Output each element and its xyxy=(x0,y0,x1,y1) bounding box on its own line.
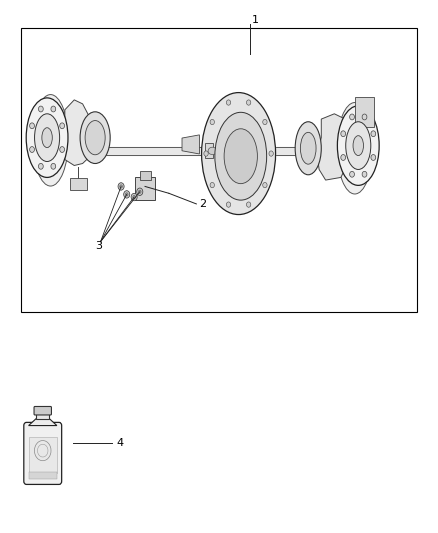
Ellipse shape xyxy=(224,129,258,184)
Circle shape xyxy=(269,151,273,156)
Circle shape xyxy=(39,164,43,169)
Ellipse shape xyxy=(205,144,220,158)
Circle shape xyxy=(60,123,64,128)
Polygon shape xyxy=(28,418,57,425)
Bar xyxy=(205,143,213,158)
Circle shape xyxy=(51,164,56,169)
Polygon shape xyxy=(65,100,91,165)
Circle shape xyxy=(133,196,135,199)
Circle shape xyxy=(226,100,231,105)
Ellipse shape xyxy=(201,93,276,215)
Ellipse shape xyxy=(35,114,60,161)
Circle shape xyxy=(118,183,124,190)
Circle shape xyxy=(30,123,35,128)
Circle shape xyxy=(247,100,251,105)
Ellipse shape xyxy=(26,98,68,177)
Ellipse shape xyxy=(346,122,371,169)
FancyBboxPatch shape xyxy=(70,178,87,190)
Circle shape xyxy=(371,131,376,136)
Circle shape xyxy=(341,155,346,160)
Ellipse shape xyxy=(42,128,52,148)
Bar xyxy=(36,413,49,418)
Circle shape xyxy=(30,147,35,152)
Circle shape xyxy=(60,147,64,152)
Circle shape xyxy=(51,106,56,112)
Bar xyxy=(28,437,57,473)
Ellipse shape xyxy=(337,102,373,194)
Bar xyxy=(21,28,417,312)
FancyBboxPatch shape xyxy=(135,177,155,200)
Circle shape xyxy=(341,131,346,136)
Ellipse shape xyxy=(33,94,68,186)
FancyBboxPatch shape xyxy=(34,407,51,415)
Ellipse shape xyxy=(353,136,364,156)
Bar xyxy=(28,472,57,479)
Circle shape xyxy=(39,106,43,112)
Circle shape xyxy=(138,190,141,193)
Circle shape xyxy=(263,182,267,188)
Text: 3: 3 xyxy=(95,241,102,252)
Circle shape xyxy=(131,193,137,201)
Circle shape xyxy=(124,191,130,198)
Circle shape xyxy=(210,182,215,188)
Polygon shape xyxy=(317,114,347,180)
Ellipse shape xyxy=(295,122,321,175)
Circle shape xyxy=(350,114,354,120)
Ellipse shape xyxy=(208,147,217,155)
Ellipse shape xyxy=(80,112,110,164)
Circle shape xyxy=(371,155,376,160)
Ellipse shape xyxy=(215,112,267,200)
Circle shape xyxy=(350,171,354,177)
Ellipse shape xyxy=(300,132,316,164)
Circle shape xyxy=(120,185,122,188)
Circle shape xyxy=(247,202,251,207)
Ellipse shape xyxy=(337,106,379,185)
Circle shape xyxy=(125,193,128,196)
Circle shape xyxy=(263,119,267,125)
FancyBboxPatch shape xyxy=(355,97,374,127)
Polygon shape xyxy=(182,135,199,154)
Circle shape xyxy=(210,119,215,125)
Ellipse shape xyxy=(85,120,105,155)
Circle shape xyxy=(204,151,208,156)
Circle shape xyxy=(226,202,231,207)
Text: 1: 1 xyxy=(252,15,259,25)
FancyBboxPatch shape xyxy=(140,171,151,180)
Text: 4: 4 xyxy=(117,438,124,448)
Circle shape xyxy=(362,114,367,120)
Text: 2: 2 xyxy=(199,199,207,209)
Circle shape xyxy=(362,171,367,177)
FancyBboxPatch shape xyxy=(24,422,62,484)
Circle shape xyxy=(137,188,143,196)
